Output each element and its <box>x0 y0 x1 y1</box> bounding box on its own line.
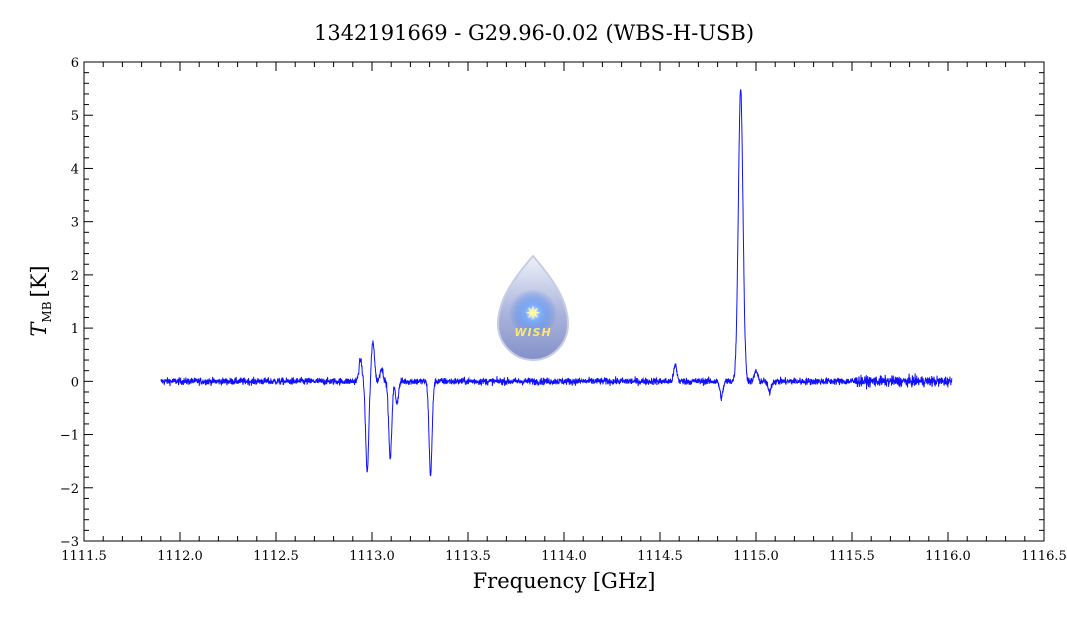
x-tick-label: 1116.0 <box>925 549 971 564</box>
logo-text: WISH <box>514 326 551 339</box>
y-tick-label: 6 <box>71 56 79 71</box>
x-tick-label: 1114.5 <box>637 549 683 564</box>
chart-title: 1342191669 - G29.96-0.02 (WBS-H-USB) <box>314 21 754 45</box>
y-axis-label-unit: [K] <box>27 265 51 297</box>
x-tick-labels: 1111.5 1112.0 1112.5 1113.0 1113.5 1114.0 1114… <box>61 549 1067 564</box>
wish-logo: ✷ WISH <box>496 254 570 362</box>
x-tick-label: 1112.0 <box>157 549 203 564</box>
logo-glow <box>509 289 557 337</box>
logo-star-icon: ✷ <box>525 301 542 325</box>
axis-ticks <box>83 61 1045 542</box>
x-tick-label: 1115.0 <box>733 549 779 564</box>
x-tick-label: 1113.5 <box>445 549 491 564</box>
y-tick-label: 5 <box>71 109 79 124</box>
x-tick-label: 1111.5 <box>61 549 107 564</box>
y-axis-label-main: T <box>27 321 51 337</box>
y-tick-label: 0 <box>71 375 79 390</box>
y-tick-label: −2 <box>60 482 79 497</box>
x-tick-label: 1116.5 <box>1021 549 1067 564</box>
y-tick-label: 2 <box>71 269 79 284</box>
y-tick-label: −1 <box>60 429 79 444</box>
y-tick-label: 1 <box>71 322 79 337</box>
y-tick-labels: −3 −2 −1 0 1 2 3 4 5 6 <box>60 56 79 550</box>
y-tick-label: 3 <box>71 216 79 231</box>
y-axis-label-sub: MB <box>40 301 54 322</box>
y-tick-label: −3 <box>60 535 79 550</box>
y-tick-label: 4 <box>71 162 79 177</box>
x-tick-label: 1112.5 <box>253 549 299 564</box>
x-tick-label: 1114.0 <box>541 549 587 564</box>
spectrum-line <box>160 89 953 477</box>
x-axis-label: Frequency [GHz] <box>473 569 656 593</box>
y-axis-label: TMB [K] <box>27 265 54 336</box>
x-tick-label: 1115.5 <box>829 549 875 564</box>
x-tick-label: 1113.0 <box>349 549 395 564</box>
